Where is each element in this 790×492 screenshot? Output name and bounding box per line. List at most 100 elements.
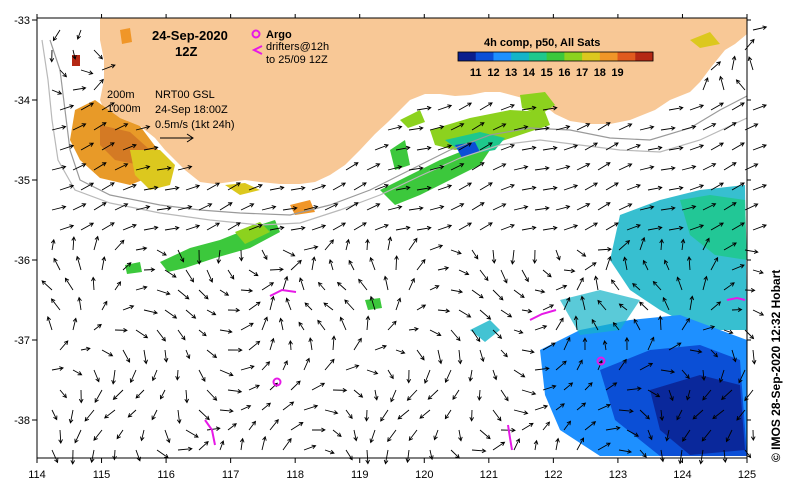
colorbar-tick-label: 14 bbox=[523, 67, 536, 79]
current-arrow bbox=[72, 369, 83, 376]
current-arrow bbox=[111, 369, 116, 385]
current-arrow bbox=[76, 29, 82, 40]
current-arrow bbox=[731, 349, 737, 363]
current-arrow bbox=[93, 202, 107, 211]
drifter-legend-icon bbox=[251, 45, 263, 55]
colorbar-swatch bbox=[475, 52, 494, 61]
current-arrow bbox=[282, 401, 295, 411]
current-arrow bbox=[618, 240, 631, 251]
current-arrow bbox=[681, 204, 697, 211]
current-arrow bbox=[452, 389, 460, 401]
current-arrow bbox=[71, 236, 76, 251]
current-arrow bbox=[185, 309, 197, 319]
current-arrow bbox=[450, 123, 465, 131]
current-arrow bbox=[521, 145, 537, 151]
current-arrow bbox=[304, 302, 313, 311]
x-tick-label: 114 bbox=[28, 469, 46, 481]
current-arrow bbox=[450, 249, 462, 255]
current-arrow bbox=[744, 329, 755, 340]
contour-1000m-label: 1000m bbox=[107, 103, 141, 115]
current-arrow bbox=[702, 389, 712, 401]
current-arrow bbox=[406, 369, 412, 384]
current-arrow bbox=[317, 281, 326, 291]
current-arrow bbox=[122, 223, 137, 231]
current-arrow bbox=[735, 79, 746, 91]
current-arrow bbox=[633, 318, 641, 331]
colorbar-swatch bbox=[511, 52, 530, 61]
current-arrow bbox=[151, 409, 158, 421]
current-arrow bbox=[652, 280, 662, 291]
current-arrow bbox=[365, 238, 370, 251]
current-arrow bbox=[492, 409, 502, 422]
current-arrow bbox=[332, 387, 348, 393]
current-arrow bbox=[751, 349, 757, 365]
current-arrow bbox=[752, 144, 767, 151]
current-arrow bbox=[290, 380, 301, 391]
colorbar-swatch bbox=[458, 52, 477, 61]
current-arrow bbox=[458, 309, 472, 318]
current-arrow bbox=[721, 389, 733, 401]
current-arrow bbox=[175, 369, 180, 381]
current-arrow bbox=[51, 366, 64, 371]
date-label: 24-Sep-2020 bbox=[152, 28, 228, 43]
current-arrow bbox=[227, 182, 241, 191]
current-arrow bbox=[303, 205, 319, 211]
current-arrow bbox=[348, 259, 355, 271]
current-arrow bbox=[395, 185, 411, 191]
current-arrow bbox=[521, 422, 534, 431]
current-arrow bbox=[122, 349, 131, 363]
colorbar-swatch bbox=[582, 52, 601, 61]
current-arrow bbox=[642, 259, 649, 271]
current-arrow bbox=[72, 49, 77, 60]
current-arrow bbox=[750, 429, 756, 442]
current-arrow bbox=[752, 104, 767, 111]
current-arrow bbox=[51, 165, 67, 171]
drifter-track bbox=[726, 296, 746, 301]
current-arrow bbox=[542, 342, 556, 351]
x-tick-label: 115 bbox=[93, 469, 111, 481]
current-arrow bbox=[269, 295, 275, 311]
current-arrow bbox=[660, 369, 676, 374]
current-arrow bbox=[736, 409, 746, 421]
current-arrow bbox=[408, 326, 419, 332]
current-arrow bbox=[521, 308, 533, 314]
current-arrow bbox=[521, 105, 537, 111]
current-arrow bbox=[366, 203, 381, 211]
y-tick-label: -36 bbox=[14, 255, 30, 267]
current-arrow bbox=[122, 183, 137, 191]
drifter-track bbox=[529, 309, 557, 321]
current-arrow bbox=[479, 349, 485, 363]
current-arrow bbox=[658, 315, 663, 331]
colorbar-tick-label: 13 bbox=[505, 67, 517, 79]
scale-arrow bbox=[160, 133, 194, 143]
current-arrow bbox=[80, 222, 95, 231]
current-arrow bbox=[51, 205, 67, 211]
current-arrow bbox=[479, 429, 491, 440]
current-arrow bbox=[639, 409, 650, 420]
current-arrow bbox=[93, 369, 100, 383]
current-arrow bbox=[248, 269, 259, 277]
current-arrow bbox=[605, 222, 619, 231]
current-arrow bbox=[408, 166, 424, 171]
current-arrow bbox=[59, 69, 68, 78]
current-arrow bbox=[555, 249, 561, 261]
current-arrow bbox=[521, 269, 529, 283]
current-arrow bbox=[339, 316, 347, 331]
current-arrow bbox=[344, 299, 355, 311]
current-arrow bbox=[143, 145, 159, 151]
current-arrow bbox=[383, 275, 389, 291]
current-arrow bbox=[80, 182, 95, 191]
current-arrow bbox=[51, 89, 63, 95]
current-arrow bbox=[534, 404, 549, 411]
current-arrow bbox=[353, 222, 367, 231]
imos-credit: © IMOS 28-Sep-2020 12:32 Hobart bbox=[769, 270, 783, 462]
current-arrow bbox=[395, 225, 411, 231]
current-arrow bbox=[738, 369, 746, 384]
current-arrow bbox=[408, 206, 424, 211]
current-arrow bbox=[395, 349, 406, 355]
current-arrow bbox=[369, 256, 376, 271]
current-arrow bbox=[52, 29, 61, 42]
current-arrow bbox=[597, 403, 611, 411]
current-arrow bbox=[328, 258, 334, 271]
current-arrow bbox=[626, 144, 641, 151]
